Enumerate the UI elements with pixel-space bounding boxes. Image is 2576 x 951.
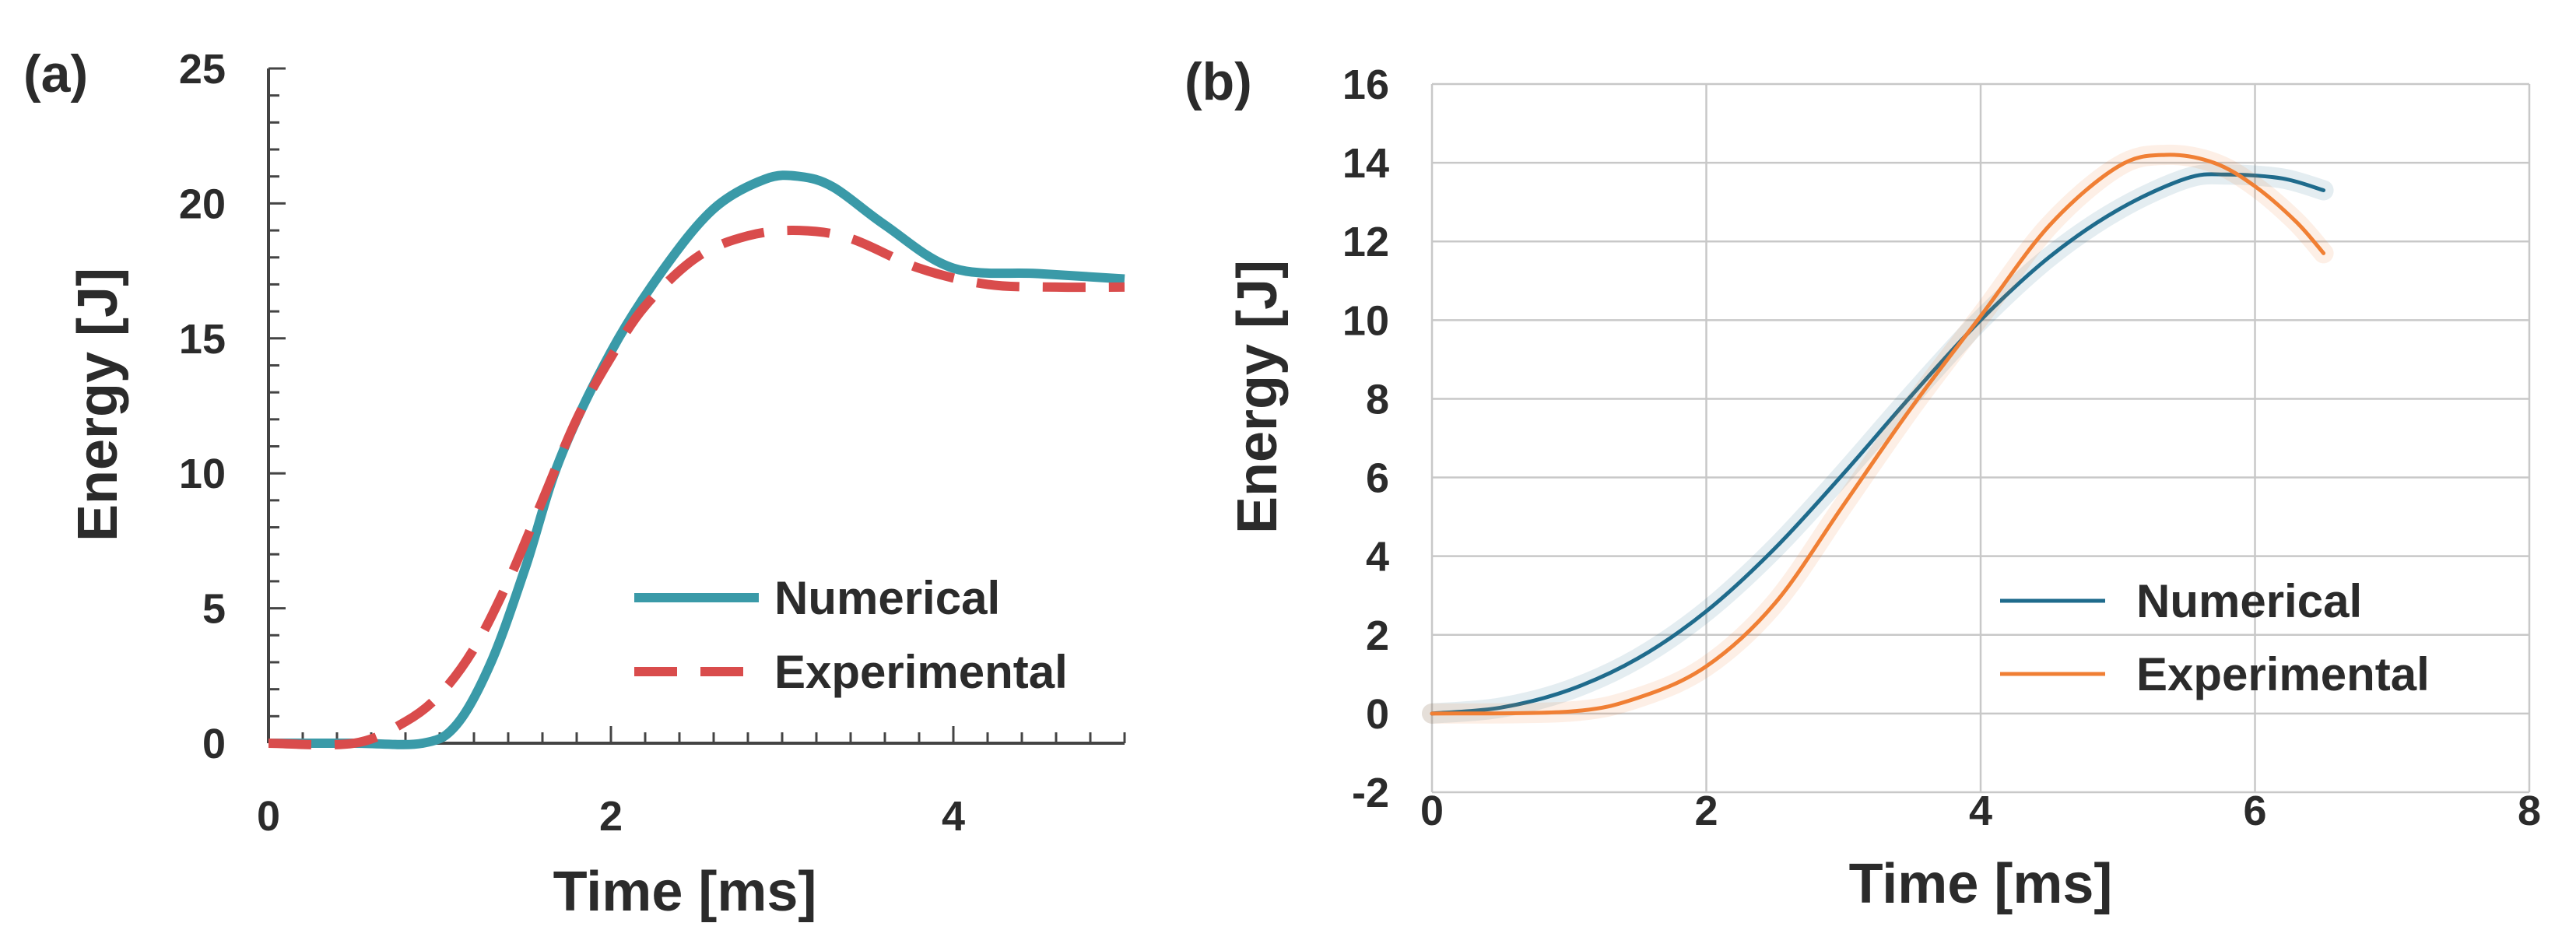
x-tick-label: 2 — [1694, 788, 1718, 834]
y-axis-title: Energy [J] — [1227, 260, 1289, 534]
y-tick-label: 4 — [1366, 534, 1389, 581]
panel-b: (b) -2 0 2 4 6 8 10 12 14 16 0 2 4 6 8 Time [ms] Energy [… — [1184, 52, 2541, 915]
y-axis-title: Energy [J] — [67, 268, 129, 542]
y-tick-label: 5 — [202, 586, 226, 633]
panel-label: (a) — [23, 44, 88, 104]
y-tick-label: 10 — [179, 451, 226, 497]
series-line-experimental — [1430, 153, 2326, 716]
series-line-numerical — [268, 170, 1125, 749]
x-tick-label: 6 — [2243, 788, 2266, 834]
x-tick-label: 8 — [2518, 788, 2541, 834]
y-tick-label: 16 — [1342, 61, 1389, 108]
x-tick-label: 0 — [257, 793, 280, 840]
y-tick-label: 2 — [1366, 612, 1389, 659]
y-tick-label: 25 — [179, 46, 226, 93]
legend-label-experimental: Experimental — [774, 646, 1068, 698]
y-tick-label: 0 — [202, 721, 226, 767]
y-tick-label: 15 — [179, 316, 226, 363]
legend-label-experimental: Experimental — [2136, 648, 2430, 700]
x-tick-label: 4 — [1969, 788, 1992, 834]
y-tick-label: 10 — [1342, 297, 1389, 344]
y-tick-label: 20 — [179, 181, 226, 227]
x-axis-title: Time [ms] — [553, 861, 817, 923]
y-tick-label: 12 — [1342, 219, 1389, 265]
panel-a: (a) 0 5 10 15 20 25 0 2 4 Time [ms] Energy [J] Numer… — [23, 44, 1126, 923]
series-line-numerical — [1430, 172, 2326, 716]
x-tick-label: 4 — [942, 793, 965, 840]
x-tick-label: 0 — [1420, 788, 1444, 834]
y-tick-label: 8 — [1366, 376, 1389, 423]
legend-label-numerical: Numerical — [774, 572, 1000, 624]
y-tick-label: 6 — [1366, 455, 1389, 502]
x-axis-title: Time [ms] — [1849, 853, 2113, 915]
x-tick-label: 2 — [599, 793, 623, 840]
y-tick-label: -2 — [1352, 770, 1389, 816]
series-line-experimental — [268, 225, 1125, 750]
y-tick-label: 14 — [1342, 140, 1389, 187]
y-tick-label: 0 — [1366, 691, 1389, 738]
panel-label: (b) — [1184, 52, 1252, 111]
legend-label-numerical: Numerical — [2136, 575, 2362, 627]
